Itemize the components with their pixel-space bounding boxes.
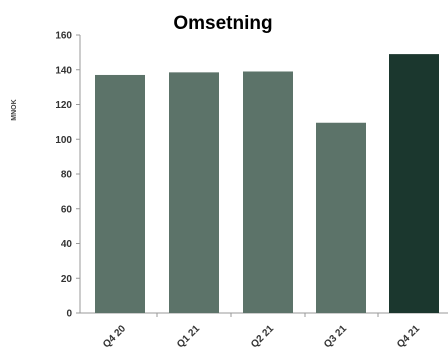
y-axis-label: MNOK	[11, 99, 18, 120]
bar-q4-21	[389, 54, 439, 314]
x-tick-label: Q3 21	[322, 323, 349, 350]
y-tick-label: 80	[61, 170, 73, 181]
y-tick-label: 120	[55, 100, 72, 111]
y-tick-label: 140	[55, 65, 72, 76]
y-tick-label: 20	[61, 274, 73, 285]
bar-q2-21	[243, 71, 293, 313]
y-tick-label: 160	[55, 31, 72, 42]
bar-q4-20	[95, 74, 145, 314]
bar-q1-21	[169, 72, 219, 313]
y-tick-label: 40	[61, 239, 73, 250]
y-tick-label: 0	[66, 309, 72, 320]
plot-area: 0 20 40 60 80 100 120 140 160 Q4 20 Q1 21 Q2 21 Q3 2…	[55, 31, 448, 350]
x-tick-label: Q2 21	[249, 323, 276, 350]
x-tick-label: Q4 21	[395, 323, 422, 350]
chart-title: Omsetning	[173, 13, 272, 34]
y-tick-label: 100	[55, 135, 72, 146]
x-tick-label: Q4 20	[101, 323, 128, 350]
bar-q3-21	[316, 122, 366, 314]
x-tick-label: Q1 21	[175, 323, 202, 350]
y-tick-label: 60	[61, 204, 73, 215]
